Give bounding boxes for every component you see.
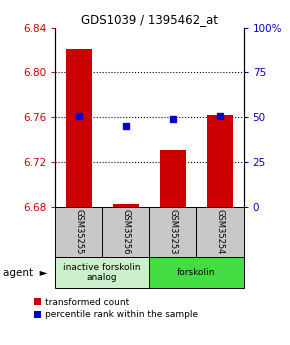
Text: GSM35253: GSM35253 [168,209,177,255]
Legend: transformed count, percentile rank within the sample: transformed count, percentile rank withi… [34,298,198,319]
Bar [160,150,186,207]
Bar [149,207,196,257]
Bar [55,257,149,288]
Text: forskolin: forskolin [177,268,216,277]
Bar [55,207,102,257]
Text: agent  ►: agent ► [3,268,48,277]
Bar [66,49,92,207]
Text: GSM35255: GSM35255 [74,209,83,255]
Bar [102,207,149,257]
Bar [207,115,233,207]
Bar [113,204,139,207]
Text: GSM35254: GSM35254 [215,209,224,255]
Bar [149,257,244,288]
Bar [196,207,244,257]
Text: inactive forskolin
analog: inactive forskolin analog [64,263,141,282]
Title: GDS1039 / 1395462_at: GDS1039 / 1395462_at [81,13,218,27]
Text: GSM35256: GSM35256 [121,209,130,255]
